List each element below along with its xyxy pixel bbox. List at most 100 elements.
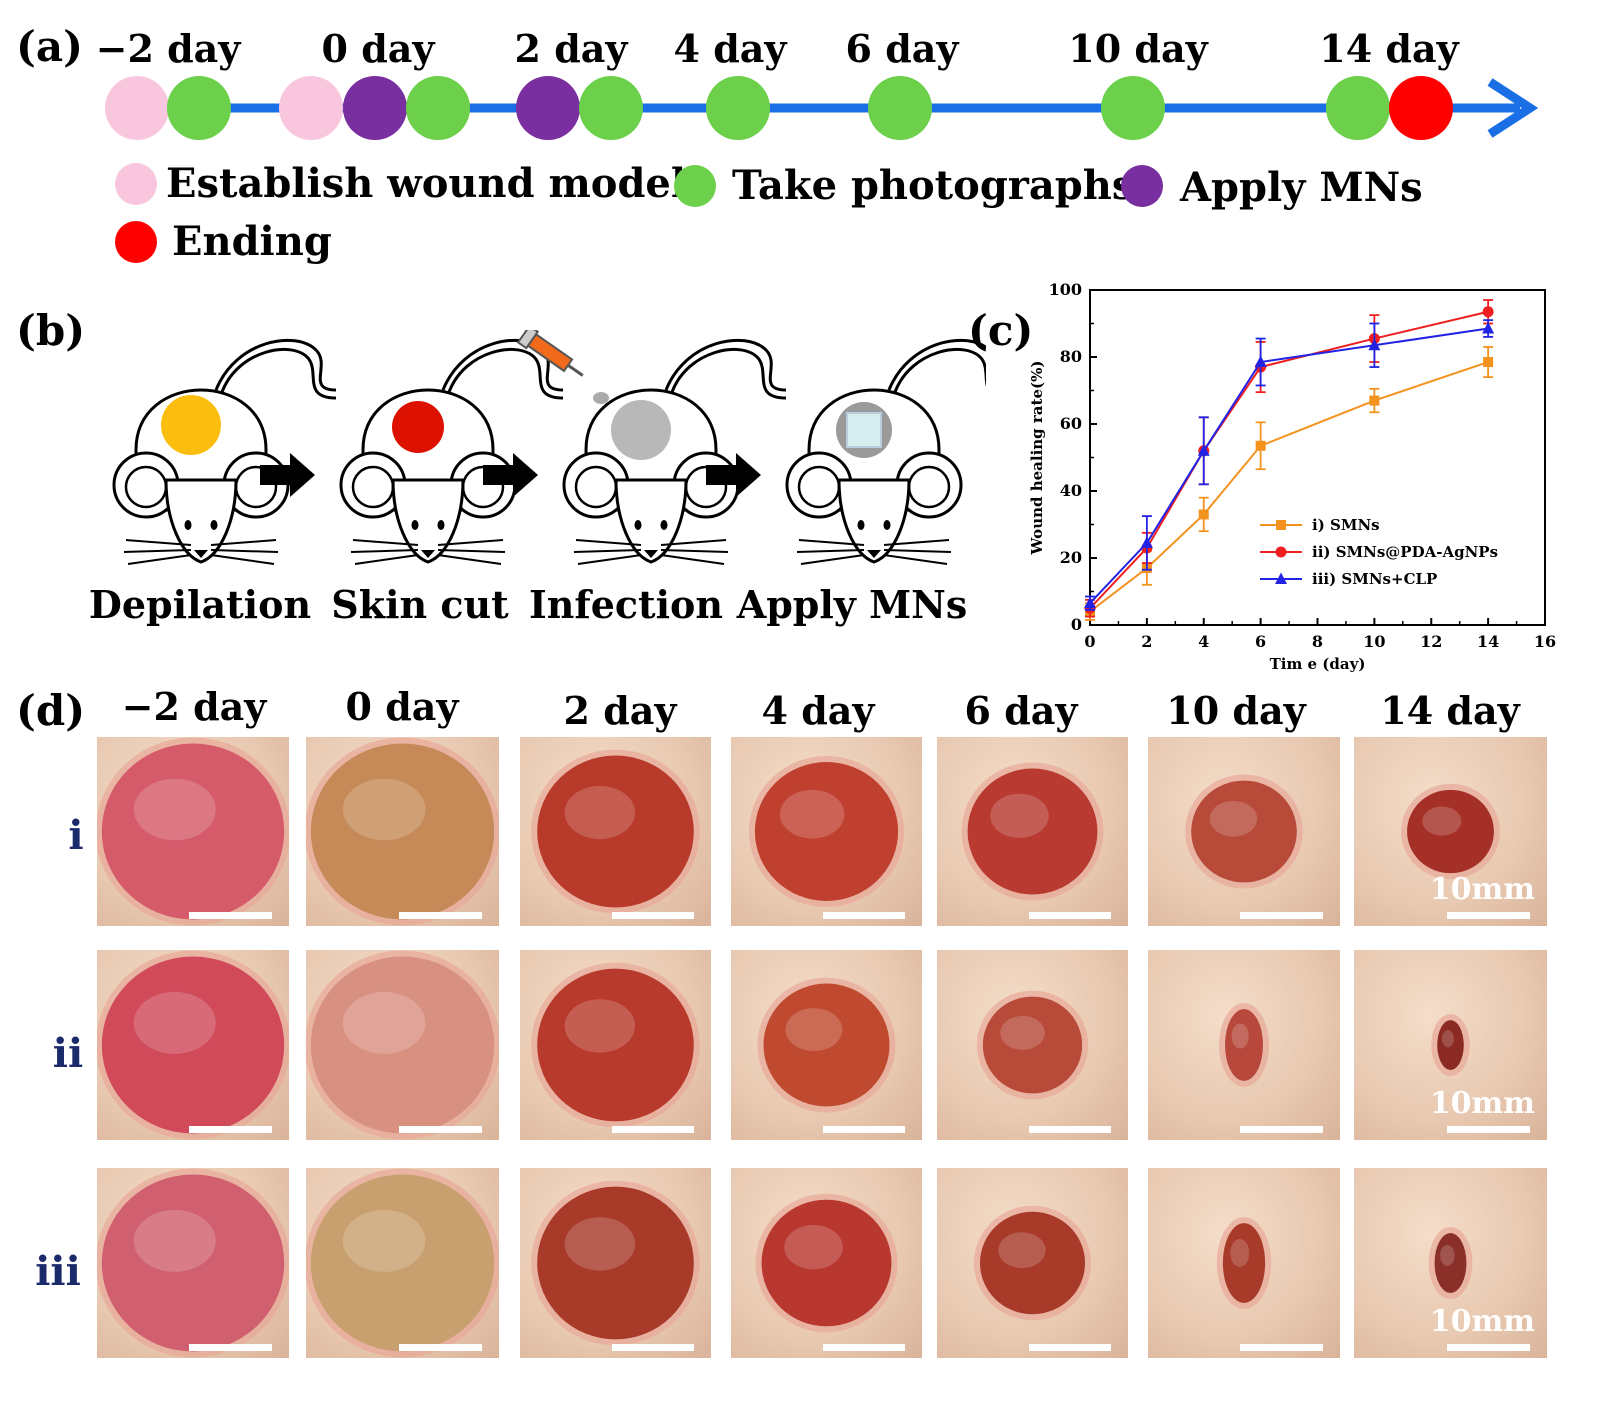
wound-area bbox=[537, 1186, 694, 1340]
scale-bar bbox=[398, 912, 482, 919]
step-label-apply-mns: Apply MNs bbox=[736, 582, 968, 627]
wound-area bbox=[1191, 780, 1297, 883]
wound-area bbox=[982, 996, 1083, 1094]
photo-column-header: 0 day bbox=[345, 684, 459, 729]
mouse-infection bbox=[516, 330, 788, 566]
photo-column-header: −2 day bbox=[121, 684, 267, 729]
infection-area bbox=[611, 400, 671, 460]
data-point bbox=[1140, 536, 1153, 548]
chart-legend: i) SMNs ii) SMNs@PDA-AgNPs iii) SMNs+CLP bbox=[1260, 516, 1498, 588]
scale-bar bbox=[189, 1344, 272, 1351]
y-tick-label: 40 bbox=[1060, 481, 1082, 500]
y-tick-label: 60 bbox=[1060, 414, 1082, 433]
scale-bar bbox=[1240, 912, 1323, 919]
legend-swatch-red bbox=[115, 221, 157, 263]
series-line bbox=[1089, 361, 1489, 613]
wound-area bbox=[979, 1211, 1086, 1315]
marker-apply-mns bbox=[343, 76, 407, 140]
panel-b-label: (b) bbox=[16, 306, 86, 355]
legend-photographs-label: Take photographs bbox=[732, 162, 1135, 209]
wound-photo bbox=[731, 737, 922, 926]
scale-bar-text: 10mm bbox=[1429, 1086, 1535, 1121]
photo-column-header: 2 day bbox=[563, 688, 677, 733]
y-tick-label: 0 bbox=[1071, 615, 1082, 634]
timeline-day-label: 10 day bbox=[1068, 26, 1208, 71]
group-row-label: ii bbox=[52, 1030, 84, 1077]
data-point bbox=[1276, 520, 1286, 530]
scale-bar-text: 10mm bbox=[1429, 872, 1535, 907]
legend-label: i) SMNs bbox=[1312, 516, 1380, 534]
scale-bar bbox=[822, 912, 905, 919]
step-label-skin-cut: Skin cut bbox=[331, 582, 509, 627]
wound-area bbox=[1407, 789, 1494, 874]
series-line bbox=[1089, 327, 1489, 604]
panel-a-label: (a) bbox=[16, 22, 83, 71]
data-point bbox=[1084, 596, 1096, 609]
wound-photo bbox=[306, 737, 499, 926]
wound-area bbox=[754, 762, 899, 901]
timeline bbox=[105, 76, 1539, 140]
depilation-area bbox=[161, 395, 221, 455]
scale-bar bbox=[1446, 1344, 1530, 1351]
mouse-skin-cut bbox=[339, 338, 565, 566]
scale-bar bbox=[1240, 1344, 1323, 1351]
data-point bbox=[1369, 395, 1380, 406]
data-point bbox=[1275, 572, 1287, 584]
x-axis-label: Tim e (day) bbox=[1270, 655, 1366, 673]
wound-photo bbox=[1148, 737, 1340, 926]
wound-photo: 10mm bbox=[1354, 950, 1547, 1140]
legend-label: ii) SMNs@PDA-AgNPs bbox=[1312, 543, 1498, 561]
scale-bar bbox=[398, 1126, 482, 1133]
x-tick-label: 2 bbox=[1141, 632, 1152, 651]
x-tick-label: 14 bbox=[1477, 632, 1499, 651]
data-point bbox=[1275, 546, 1287, 558]
wound-photo bbox=[97, 737, 289, 926]
wound-photo bbox=[1148, 950, 1340, 1140]
scale-bar bbox=[1028, 1344, 1111, 1351]
wound-photo bbox=[1148, 1168, 1340, 1358]
timeline-day-label: −2 day bbox=[95, 26, 241, 71]
marker-photograph bbox=[706, 76, 770, 140]
skin-cut-area bbox=[392, 401, 444, 453]
timeline-day-label: 2 day bbox=[514, 26, 628, 71]
wound-photo: 10mm bbox=[1354, 737, 1547, 926]
y-axis-label: Wound healing rate(%) bbox=[1028, 361, 1046, 556]
wound-area bbox=[537, 968, 694, 1122]
droplet bbox=[593, 392, 609, 404]
data-point bbox=[1368, 338, 1381, 351]
data-point bbox=[1198, 509, 1209, 520]
wound-photo bbox=[520, 950, 711, 1140]
x-tick-label: 0 bbox=[1084, 632, 1095, 651]
scale-bar bbox=[189, 912, 272, 919]
series-line bbox=[1089, 310, 1489, 609]
wound-area bbox=[310, 956, 495, 1134]
y-tick-label: 80 bbox=[1060, 347, 1082, 366]
timeline-day-label: 14 day bbox=[1319, 26, 1459, 71]
data-point bbox=[1255, 440, 1266, 451]
scale-bar bbox=[822, 1126, 905, 1133]
wound-photo: 10mm bbox=[1354, 1168, 1547, 1358]
wound-area bbox=[310, 1174, 495, 1352]
data-point bbox=[1254, 355, 1267, 368]
scale-bar bbox=[1446, 1126, 1530, 1133]
wound-area bbox=[101, 956, 285, 1134]
scale-bar bbox=[1028, 1126, 1111, 1133]
wound-photo bbox=[937, 1168, 1128, 1358]
photo-column-header: 6 day bbox=[964, 688, 1078, 733]
series bbox=[1084, 299, 1495, 621]
legend-swatch-green bbox=[674, 165, 716, 207]
x-tick-label: 6 bbox=[1255, 632, 1266, 651]
marker-photograph bbox=[868, 76, 932, 140]
timeline-day-label: 0 day bbox=[321, 26, 435, 71]
wound-area bbox=[763, 983, 890, 1107]
step-label-depilation: Depilation bbox=[88, 582, 312, 627]
group-row-label: iii bbox=[35, 1248, 81, 1295]
legend-establish-wound-label: Establish wound model bbox=[166, 160, 687, 207]
mouse-apply-mns bbox=[785, 338, 986, 566]
scale-bar bbox=[398, 1344, 482, 1351]
wound-area bbox=[101, 1174, 285, 1352]
wound-healing-chart: 0 20 40 60 80 100 0 2 4 6 8 10 12 14 16 Wound healing … bbox=[1028, 280, 1556, 673]
group-row-label: i bbox=[68, 812, 84, 859]
wound-area bbox=[1434, 1233, 1467, 1293]
photo-column-header: 14 day bbox=[1380, 688, 1520, 733]
